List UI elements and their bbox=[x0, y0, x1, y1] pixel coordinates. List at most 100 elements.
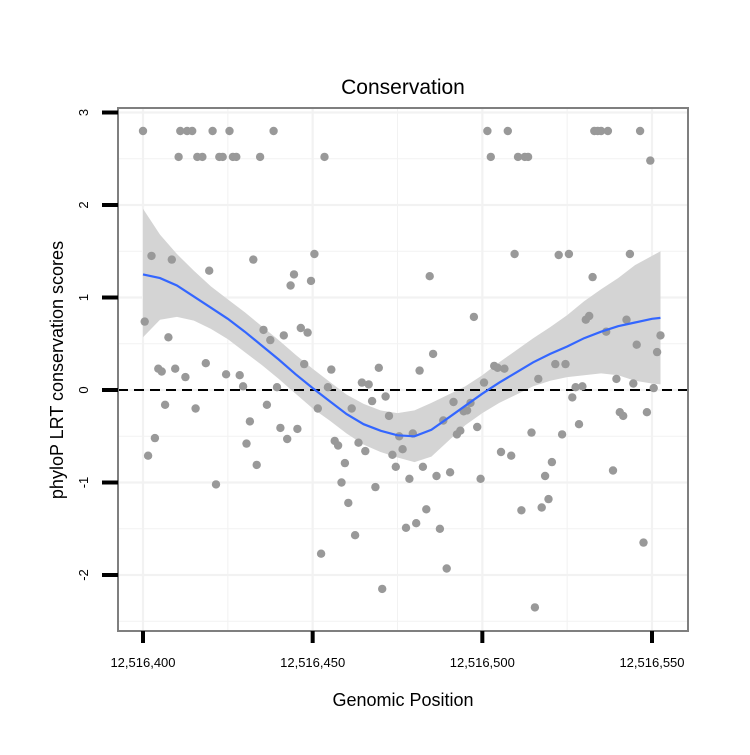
data-point bbox=[221, 370, 231, 379]
data-point bbox=[164, 333, 173, 342]
data-point bbox=[544, 494, 553, 504]
data-point bbox=[303, 328, 312, 337]
data-point bbox=[523, 152, 533, 162]
data-point bbox=[503, 126, 512, 136]
data-point bbox=[432, 471, 441, 481]
data-point bbox=[255, 152, 265, 162]
data-point bbox=[272, 383, 282, 392]
data-point bbox=[415, 366, 424, 375]
data-point bbox=[205, 266, 214, 275]
data-point bbox=[279, 331, 288, 340]
data-point bbox=[557, 430, 567, 439]
panel-border bbox=[117, 107, 689, 632]
data-point bbox=[473, 422, 482, 432]
data-point bbox=[530, 603, 540, 612]
data-point bbox=[283, 434, 292, 444]
data-point bbox=[445, 468, 455, 477]
data-point bbox=[140, 317, 149, 326]
data-point bbox=[327, 365, 336, 374]
data-point bbox=[625, 249, 635, 259]
data-point bbox=[191, 404, 200, 413]
data-point bbox=[176, 126, 185, 136]
data-point bbox=[245, 417, 255, 426]
data-point bbox=[367, 396, 377, 406]
data-point bbox=[649, 383, 658, 393]
data-point bbox=[157, 367, 166, 376]
data-point bbox=[188, 126, 197, 136]
data-point bbox=[469, 312, 479, 322]
data-point bbox=[496, 447, 506, 457]
data-point bbox=[323, 383, 333, 392]
data-point bbox=[340, 458, 350, 468]
data-point bbox=[252, 460, 261, 470]
data-point bbox=[138, 126, 148, 136]
y-tick-label: 0 bbox=[76, 386, 91, 393]
data-point bbox=[456, 426, 465, 435]
data-point bbox=[384, 411, 394, 421]
x-tick-label: 12,516,400 bbox=[110, 655, 175, 670]
data-point bbox=[476, 474, 485, 483]
data-point bbox=[174, 152, 183, 162]
data-point bbox=[479, 378, 489, 387]
y-tick-label: 1 bbox=[76, 294, 91, 301]
data-point bbox=[540, 471, 550, 481]
data-point bbox=[551, 359, 560, 369]
data-point bbox=[425, 272, 434, 281]
data-point bbox=[568, 393, 577, 402]
data-point bbox=[534, 374, 543, 384]
data-point bbox=[642, 408, 652, 417]
data-point bbox=[208, 126, 217, 136]
chart-title: Conservation bbox=[341, 76, 465, 99]
data-point bbox=[310, 249, 319, 259]
data-point bbox=[374, 363, 383, 372]
data-point bbox=[300, 359, 309, 369]
data-point bbox=[398, 445, 407, 454]
data-point bbox=[347, 404, 356, 413]
data-point bbox=[449, 397, 458, 407]
data-point bbox=[388, 450, 397, 459]
data-point bbox=[483, 126, 492, 136]
confidence-band bbox=[143, 208, 661, 463]
data-point bbox=[269, 126, 278, 136]
data-point bbox=[513, 152, 523, 162]
data-point bbox=[167, 255, 176, 264]
data-point bbox=[612, 374, 621, 384]
data-point bbox=[181, 372, 190, 382]
y-axis-label: phyloP LRT conservation scores bbox=[47, 241, 67, 499]
data-point bbox=[276, 423, 285, 433]
data-point bbox=[361, 446, 370, 456]
data-point bbox=[238, 382, 248, 391]
data-point bbox=[337, 478, 346, 487]
data-point bbox=[629, 379, 638, 388]
data-point bbox=[225, 126, 234, 136]
data-point bbox=[507, 451, 516, 460]
data-point bbox=[412, 519, 421, 528]
data-point bbox=[320, 152, 329, 162]
data-point bbox=[143, 451, 153, 460]
data-point bbox=[286, 281, 295, 290]
data-point bbox=[486, 152, 495, 162]
data-point bbox=[391, 462, 400, 471]
data-point bbox=[405, 474, 414, 483]
data-point bbox=[306, 276, 316, 286]
data-point bbox=[218, 152, 227, 162]
x-axis-label: Genomic Position bbox=[332, 690, 473, 710]
y-tick-label: -1 bbox=[76, 477, 91, 489]
data-point bbox=[232, 152, 241, 162]
data-point bbox=[364, 380, 373, 389]
x-axis: 12,516,400 12,516,450 12,516,500 12,516,550 bbox=[110, 631, 685, 670]
data-point bbox=[578, 382, 587, 391]
data-point bbox=[596, 126, 606, 136]
data-point bbox=[293, 424, 302, 434]
data-point bbox=[652, 347, 662, 357]
data-point bbox=[603, 126, 613, 136]
x-tick-label: 12,516,450 bbox=[280, 655, 345, 670]
y-tick-label: 2 bbox=[76, 201, 91, 208]
data-point bbox=[608, 466, 618, 475]
y-tick-label: 3 bbox=[76, 109, 91, 116]
data-point bbox=[462, 406, 472, 415]
data-point bbox=[296, 323, 305, 333]
data-point bbox=[493, 363, 502, 372]
data-point bbox=[510, 249, 519, 259]
